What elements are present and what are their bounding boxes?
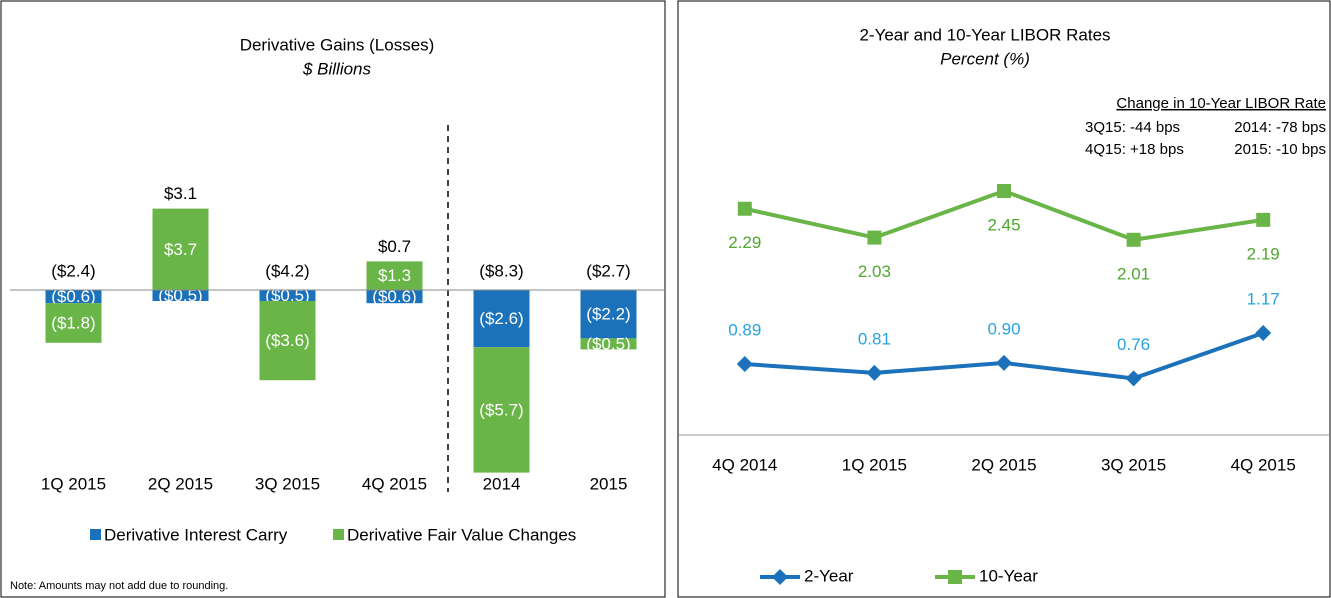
x-tick-label: 4Q 2015 — [362, 474, 427, 493]
note: Note: Amounts may not add due to roundin… — [10, 580, 228, 592]
marker — [997, 184, 1011, 198]
data-label: 0.90 — [987, 319, 1020, 338]
data-label: 2.29 — [728, 233, 761, 252]
legend-label: Derivative Fair Value Changes — [347, 525, 576, 544]
bar — [473, 347, 530, 473]
marker — [1125, 370, 1142, 387]
data-label: ($0.5) — [158, 286, 202, 305]
legend-label: 2-Year — [804, 566, 854, 585]
data-label: ($0.6) — [51, 287, 95, 306]
annotation-title: Change in 10-Year LIBOR Rate — [1116, 95, 1326, 112]
x-tick-label: 1Q 2015 — [41, 474, 106, 493]
right-panel-border — [677, 0, 1331, 598]
bar — [45, 303, 102, 343]
marker — [996, 354, 1012, 371]
legend-swatch — [333, 529, 344, 540]
legend-label: 10-Year — [979, 566, 1038, 585]
x-tick-label: 3Q 2015 — [255, 474, 320, 493]
marker — [772, 569, 788, 585]
marker — [1256, 212, 1271, 227]
data-label: 0.76 — [1117, 335, 1150, 354]
bar — [580, 338, 637, 350]
bar — [45, 290, 102, 304]
x-tick-label: 2Q 2015 — [148, 474, 213, 493]
total-label: ($2.4) — [51, 261, 95, 280]
bar — [152, 208, 209, 290]
bar — [259, 301, 316, 381]
total-label: ($2.7) — [586, 261, 630, 280]
chart-subtitle: $ Billions — [302, 59, 372, 78]
data-label: 2.19 — [1247, 244, 1280, 263]
total-label: $3.1 — [164, 184, 197, 203]
marker — [948, 570, 962, 584]
marker — [737, 201, 752, 216]
data-label: 0.89 — [728, 321, 761, 340]
data-label: ($2.6) — [479, 309, 523, 328]
x-tick-label: 2015 — [590, 474, 628, 493]
annotation-text: 2014: -78 bps — [1234, 119, 1326, 136]
total-label: ($4.2) — [265, 261, 309, 280]
total-label: ($8.3) — [479, 261, 523, 280]
data-label: ($0.6) — [372, 287, 416, 306]
data-label: ($0.5) — [586, 334, 630, 353]
data-label: 2.03 — [858, 262, 891, 281]
bar — [259, 290, 316, 301]
bar — [152, 290, 209, 301]
data-label: ($1.8) — [51, 313, 95, 332]
data-label: 2.01 — [1117, 264, 1150, 283]
legend-swatch — [90, 529, 101, 540]
bar — [366, 290, 423, 304]
data-label: 0.81 — [858, 329, 891, 348]
annotation-text: 4Q15: +18 bps — [1085, 141, 1184, 158]
x-tick-label: 4Q 2015 — [1231, 455, 1296, 474]
marker — [736, 356, 753, 373]
data-label: $1.3 — [378, 266, 411, 285]
marker — [1126, 232, 1141, 247]
data-label: 2.45 — [987, 215, 1020, 234]
chart-subtitle: Percent (%) — [940, 49, 1030, 68]
x-tick-label: 3Q 2015 — [1101, 455, 1166, 474]
total-label: $0.7 — [378, 237, 411, 256]
chart-title: 2-Year and 10-Year LIBOR Rates — [859, 25, 1110, 44]
data-label: $3.7 — [164, 240, 197, 259]
x-tick-label: 4Q 2014 — [712, 455, 777, 474]
legend-label: Derivative Interest Carry — [104, 525, 288, 544]
annotation-text: 3Q15: -44 bps — [1085, 119, 1180, 136]
marker — [867, 230, 882, 245]
x-tick-label: 2014 — [483, 474, 521, 493]
chart-title: Derivative Gains (Losses) — [240, 35, 435, 54]
data-label: 1.17 — [1247, 289, 1280, 308]
marker — [1255, 324, 1272, 341]
annotation-text: 2015: -10 bps — [1234, 141, 1326, 158]
left-panel-border — [0, 0, 666, 598]
bar — [366, 261, 423, 290]
data-label: ($0.5) — [265, 286, 309, 305]
data-label: ($3.6) — [265, 331, 309, 350]
marker — [866, 364, 883, 381]
bar — [580, 290, 637, 339]
data-label: ($2.2) — [586, 305, 630, 324]
x-tick-label: 1Q 2015 — [842, 455, 907, 474]
data-label: ($5.7) — [479, 400, 523, 419]
x-tick-label: 2Q 2015 — [971, 455, 1036, 474]
bar — [473, 290, 530, 348]
